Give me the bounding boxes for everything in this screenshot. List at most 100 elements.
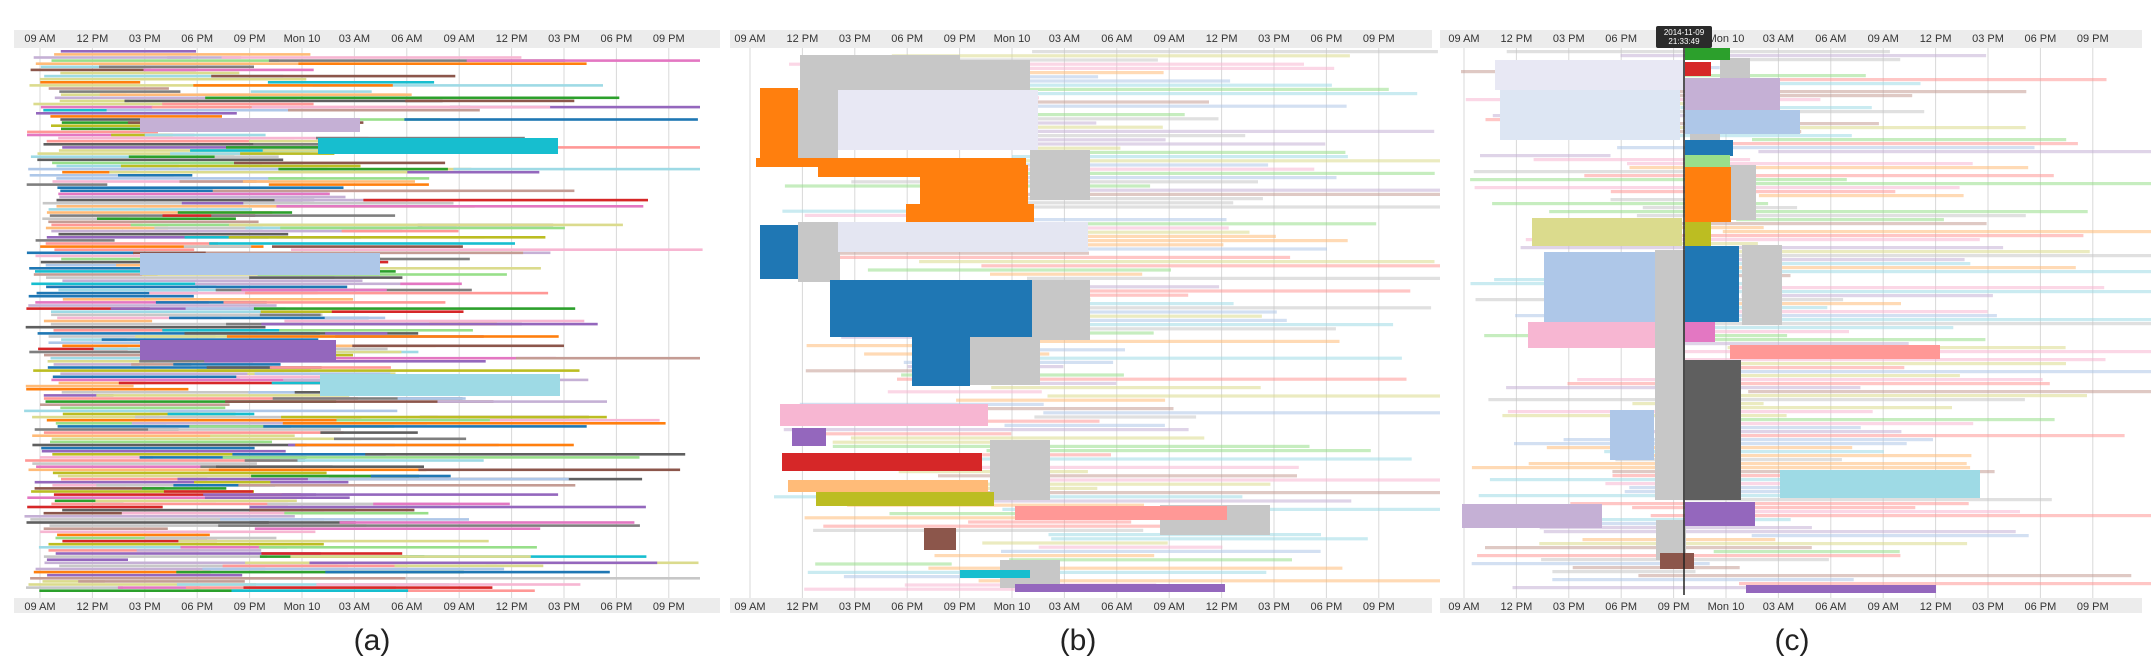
task-bar [56, 198, 315, 202]
task-bar [60, 50, 196, 53]
task-bar [798, 222, 840, 282]
task-bar [932, 491, 1451, 495]
task-bar [211, 74, 456, 78]
x-tick-label-bottom: 09 AM [444, 601, 475, 613]
task-bar [909, 247, 1327, 251]
task-bar [986, 449, 1371, 453]
task-bar [39, 589, 243, 592]
task-bar [50, 440, 272, 444]
x-tick-label-bottom: 06 PM [181, 601, 213, 613]
task-bar [44, 353, 221, 357]
task-bar [932, 419, 1100, 423]
task-bar [97, 217, 236, 220]
task-bar [293, 267, 541, 270]
task-bar [46, 285, 348, 289]
task-bar [1669, 254, 2151, 258]
task-bar [118, 174, 193, 177]
task-bar [1752, 138, 2067, 142]
task-bar [900, 104, 1347, 108]
task-bar [982, 348, 1125, 352]
task-bar [172, 437, 362, 441]
task-bar [52, 471, 327, 475]
task-bar [1727, 422, 1974, 426]
task-bar [320, 374, 560, 396]
task-bar [223, 301, 446, 304]
task-bar [394, 564, 544, 568]
task-bar [1627, 162, 1973, 166]
task-bar [36, 291, 198, 295]
task-bar [928, 566, 1343, 570]
task-bar [968, 520, 1132, 524]
task-bar [48, 208, 252, 211]
task-bar [1624, 490, 1918, 494]
x-tick-label-bottom: 09 PM [2077, 601, 2109, 613]
task-bar [228, 223, 623, 227]
task-bar [1015, 506, 1227, 520]
task-bar [26, 307, 150, 310]
task-bar [143, 68, 314, 72]
task-bar [52, 161, 303, 165]
task-bar [54, 248, 195, 251]
task-bar [1660, 553, 1694, 569]
task-bar [792, 428, 826, 446]
task-bar [25, 325, 266, 329]
task-bar [373, 502, 510, 506]
task-bar [970, 335, 1040, 385]
task-bar [1612, 474, 1919, 478]
task-bar [140, 118, 360, 132]
task-bar [1610, 198, 1735, 202]
task-bar [1629, 166, 2029, 170]
task-bar [257, 273, 507, 276]
task-bar [1563, 130, 1802, 134]
task-bar [44, 74, 284, 78]
task-bar [52, 484, 126, 487]
task-bar [1739, 582, 2151, 586]
x-tick-label-bottom: 09 AM [1448, 601, 1479, 613]
x-tick-label-bottom: 06 AM [1101, 601, 1132, 613]
task-bar [46, 276, 335, 279]
x-tick-label-bottom: Mon 10 [994, 601, 1031, 613]
task-bar [938, 474, 1297, 478]
task-bar [140, 253, 380, 275]
task-bar [418, 468, 681, 472]
task-bar [449, 105, 700, 109]
x-tick-label-bottom: 06 PM [891, 601, 923, 613]
task-bar [25, 459, 280, 462]
task-bar [1043, 411, 1571, 415]
task-bar [830, 280, 1032, 337]
task-bar [33, 570, 211, 574]
task-bar [29, 174, 174, 177]
task-bar [46, 139, 295, 143]
task-bar [924, 528, 956, 550]
task-bar [1047, 394, 1535, 398]
task-bar [212, 189, 575, 193]
task-bar [1741, 294, 1993, 298]
task-bar [1685, 322, 1715, 342]
task-bar [760, 88, 798, 166]
task-bar [1478, 494, 1825, 498]
task-bar [57, 474, 350, 478]
task-bar [254, 527, 541, 530]
task-bar [47, 366, 272, 369]
task-bar [36, 465, 220, 468]
task-bar [95, 499, 216, 503]
task-bar [805, 369, 935, 373]
task-bar [1685, 498, 2052, 502]
task-bar [437, 400, 607, 403]
task-bar [58, 136, 369, 140]
x-tick-label-top: 09 AM [1868, 33, 1899, 45]
task-bar [1001, 549, 1321, 553]
task-bar [1620, 54, 1987, 58]
x-tick-label-bottom: 06 PM [2025, 601, 2057, 613]
task-bar [106, 108, 339, 112]
task-bar [1742, 245, 1782, 325]
x-tick-label-bottom: 09 PM [653, 601, 685, 613]
x-tick-label-top: 03 PM [1972, 33, 2004, 45]
task-bar [1728, 370, 2151, 374]
task-bar [57, 316, 222, 320]
task-bar [48, 542, 324, 546]
task-bar [56, 205, 171, 208]
task-bar [43, 527, 168, 530]
x-tick-label-top: 06 AM [391, 33, 422, 45]
task-bar [203, 493, 316, 496]
